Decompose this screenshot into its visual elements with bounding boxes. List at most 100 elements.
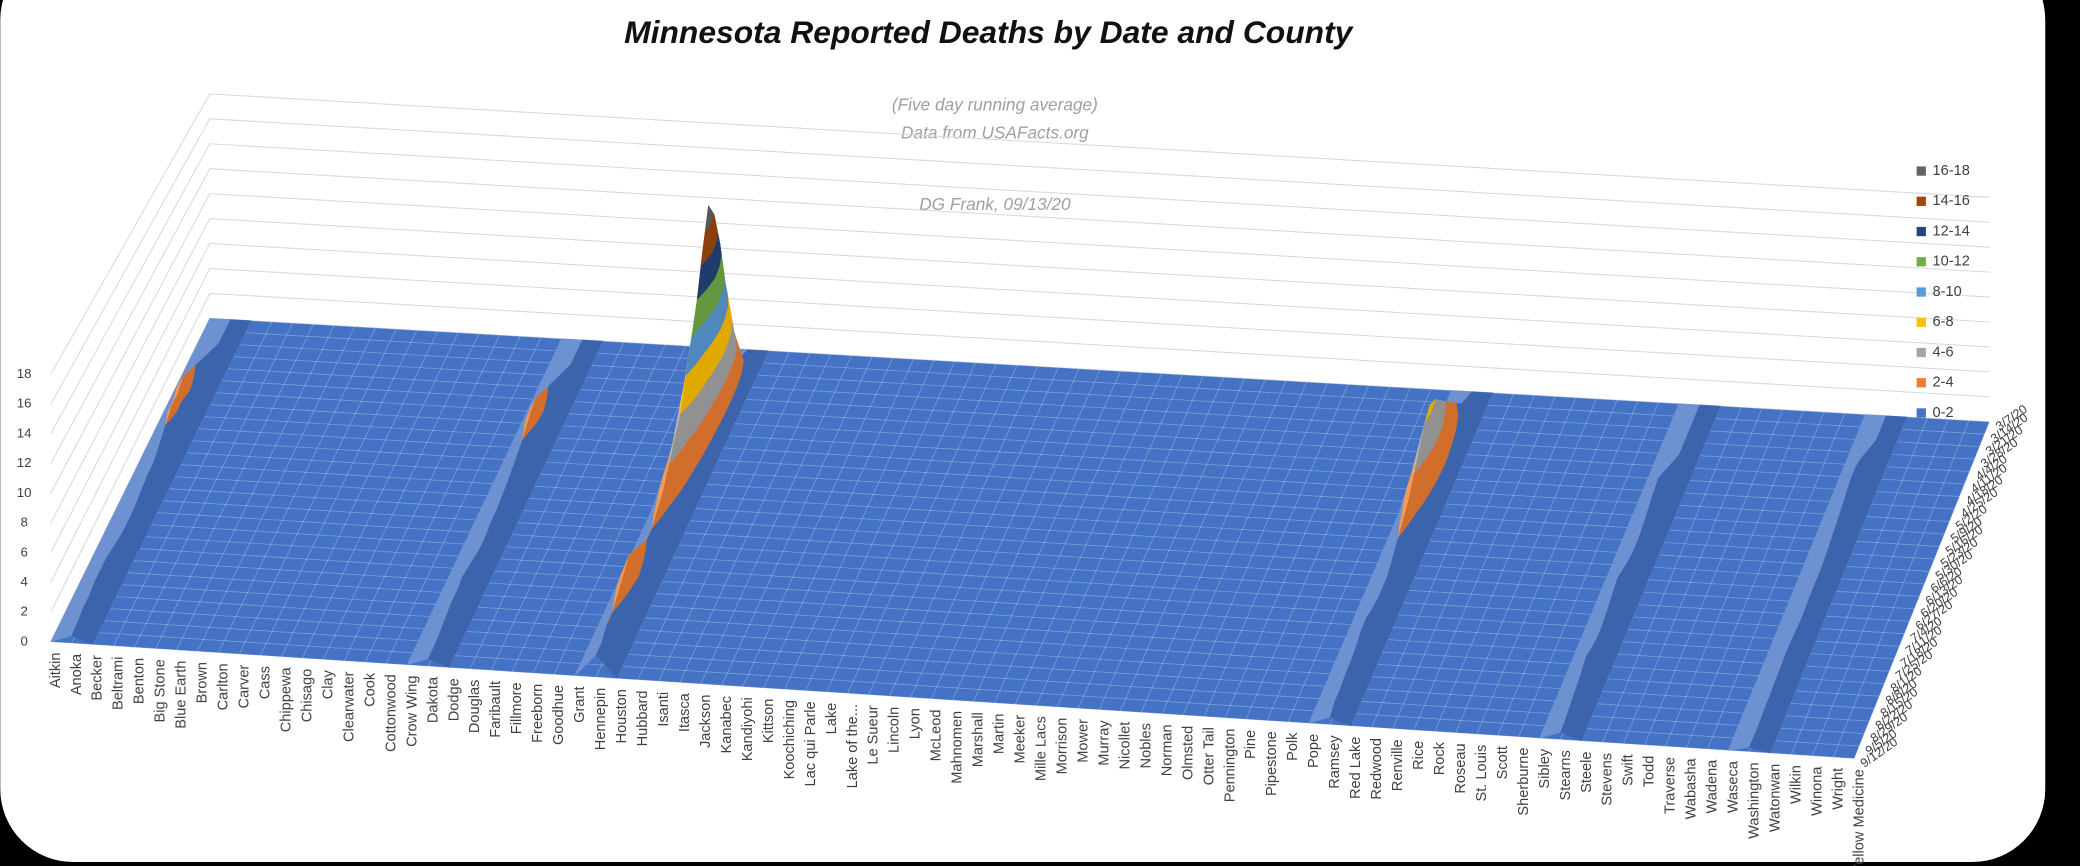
surface-grid [1790, 417, 1928, 755]
x-tick-label: Steele [1579, 752, 1595, 793]
surface-grid [1161, 381, 1307, 714]
surface-grid [1182, 383, 1328, 716]
grid-line [50, 242, 1990, 553]
legend-swatch [1916, 257, 1926, 267]
county-labels: Aitkin Anoka Becker Beltrami Benton Big Stone… [48, 652, 1868, 866]
surface-grid [1203, 384, 1349, 717]
surface-grid [952, 369, 1101, 701]
legend-swatch [1916, 226, 1926, 237]
surface-face [1424, 403, 1432, 424]
legend-label: 12-14 [1933, 223, 1970, 239]
x-tick-label: Carlton [216, 663, 232, 710]
surface-grid [301, 332, 459, 659]
surface-grid [1665, 410, 1804, 747]
surface-grid [490, 343, 645, 671]
surface-grid [511, 344, 666, 672]
surface-grid [1266, 387, 1411, 721]
surface-face [1398, 517, 1409, 538]
surface-grid [679, 354, 832, 683]
x-tick-label: Sibley [1537, 748, 1553, 788]
surface-face [595, 642, 623, 679]
surface-face [685, 337, 696, 377]
x-tick-label: Fillmore [509, 682, 525, 734]
surface-grid [260, 330, 418, 656]
surface-grid [826, 362, 976, 693]
surface-grid [763, 359, 914, 689]
surface-face [1749, 734, 1776, 754]
x-tick-label: Redwood [1369, 738, 1385, 800]
y-tick-label: 12 [17, 455, 32, 470]
x-tick-label: Brown [195, 662, 211, 703]
surface-face [700, 249, 705, 267]
surface-grid [1287, 389, 1432, 723]
surface-grid [805, 361, 956, 691]
x-tick-label: Wright [1830, 768, 1846, 810]
surface-grid [1644, 409, 1783, 746]
legend-label: 16-18 [1933, 163, 1970, 179]
x-tick-label: Cook [362, 672, 378, 707]
x-tick-label: Koochiching [782, 700, 798, 779]
x-tick-label: Beltrami [111, 657, 127, 710]
surface-grid [134, 322, 293, 648]
x-tick-label: Watonwan [1768, 764, 1784, 832]
x-tick-label: Kittson [761, 699, 777, 744]
x-tick-label: Polk [1285, 732, 1301, 761]
surface-grid [910, 367, 1059, 698]
surface-grid [176, 325, 335, 651]
surface-grid [1077, 377, 1225, 709]
y-tick-label: 2 [20, 604, 27, 619]
x-tick-label: Goodhue [551, 685, 567, 745]
x-tick-label: Cottonwood [383, 674, 399, 752]
annotation: DG Frank, 09/13/20 [919, 194, 1071, 214]
x-tick-label: Kandiyohi [740, 697, 756, 761]
x-tick-label: Becker [90, 655, 106, 701]
x-tick-label: Mille Lacs [1034, 716, 1050, 781]
x-tick-label: Itasca [677, 692, 693, 732]
surface-grid [637, 351, 790, 681]
surface-grid [1224, 385, 1370, 719]
legend-swatch [1916, 196, 1926, 206]
surface-grid [1707, 413, 1846, 750]
surface-grid [50, 641, 1855, 759]
chart-title: Minnesota Reported Deaths by Date and Co… [624, 14, 1355, 50]
x-tick-label: Nobles [1138, 723, 1154, 768]
x-tick-label: Blue Earth [174, 661, 190, 729]
legend-label: 2-4 [1933, 375, 1954, 391]
surface-face [680, 375, 692, 415]
x-tick-label: Pennington [1222, 728, 1238, 802]
x-tick-label: Benton [132, 658, 148, 704]
surface-face [1329, 700, 1357, 727]
x-tick-label: Pope [1306, 734, 1322, 768]
x-tick-label: Le Sueur [866, 705, 882, 764]
surface-grid [1497, 401, 1639, 736]
x-tick-label: Houston [614, 689, 630, 743]
surface-grid [1392, 395, 1535, 729]
surface-face [1414, 448, 1424, 474]
surface-face [704, 205, 711, 233]
x-tick-label: Nicollet [1117, 722, 1133, 770]
surface-face [668, 438, 680, 465]
x-tick-label: Stearns [1558, 750, 1574, 800]
surface-grid [721, 356, 873, 686]
surface-grid [973, 371, 1121, 702]
surface-grid [239, 328, 397, 655]
surface-grid [1832, 420, 1970, 758]
x-tick-label: Rock [1432, 741, 1448, 775]
x-tick-label: Chisago [299, 669, 315, 723]
y-tick-label: 4 [20, 574, 27, 589]
x-tick-label: Carver [237, 665, 253, 709]
surface-grid [1413, 396, 1556, 731]
x-tick-label: St. Louis [1474, 745, 1490, 802]
x-tick-label: Ramsey [1327, 735, 1343, 789]
surface-grid [868, 365, 1018, 695]
surface-grid [469, 342, 625, 670]
x-tick-label: Martin [992, 714, 1008, 755]
x-tick-label: Wabasha [1684, 757, 1700, 819]
grid-line [50, 218, 1990, 524]
x-tick-label: Dodge [446, 678, 462, 721]
x-tick-label: Red Lake [1348, 737, 1364, 799]
legend-swatch [1916, 347, 1926, 358]
x-tick-label: Clay [320, 669, 336, 699]
surface-grid [1119, 379, 1266, 712]
